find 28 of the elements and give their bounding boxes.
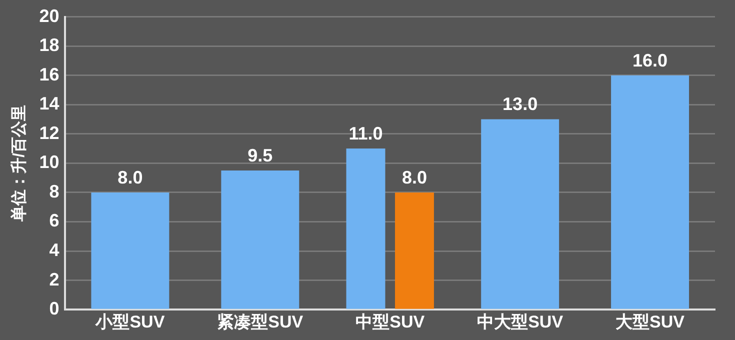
- bar: [611, 75, 690, 309]
- y-tick-label: 8: [49, 181, 60, 202]
- x-tick-label: 大型SUV: [616, 312, 686, 332]
- data-label: 9.5: [248, 145, 273, 166]
- x-tick-label: 中型SUV: [356, 312, 426, 332]
- x-tick-label: 中大型SUV: [477, 312, 564, 332]
- y-tick-label: 12: [39, 122, 60, 143]
- bar: [221, 170, 300, 309]
- x-tick-label: 紧凑型SUV: [217, 312, 304, 332]
- y-tick-label: 2: [49, 269, 60, 290]
- y-axis-title: 单位：升/百公里: [10, 104, 28, 222]
- y-tick-label: 10: [39, 152, 60, 172]
- y-tick-label: 14: [39, 94, 60, 114]
- bar: [91, 192, 170, 309]
- y-tick-label: 6: [49, 210, 60, 231]
- y-tick-label: 16: [39, 64, 60, 84]
- data-label: 11.0: [348, 124, 383, 144]
- y-tick-label: 0: [49, 298, 60, 319]
- y-tick-label: 4: [49, 240, 60, 260]
- bar: [481, 119, 560, 309]
- x-tick-label: 小型SUV: [94, 312, 166, 332]
- data-label: 8.0: [118, 167, 143, 188]
- data-label: 8.0: [402, 167, 427, 188]
- data-label: 13.0: [502, 94, 538, 114]
- bar: [394, 192, 434, 309]
- data-label: 16.0: [632, 50, 668, 70]
- y-tick-label: 18: [39, 35, 60, 56]
- y-tick-label: 20: [39, 6, 60, 26]
